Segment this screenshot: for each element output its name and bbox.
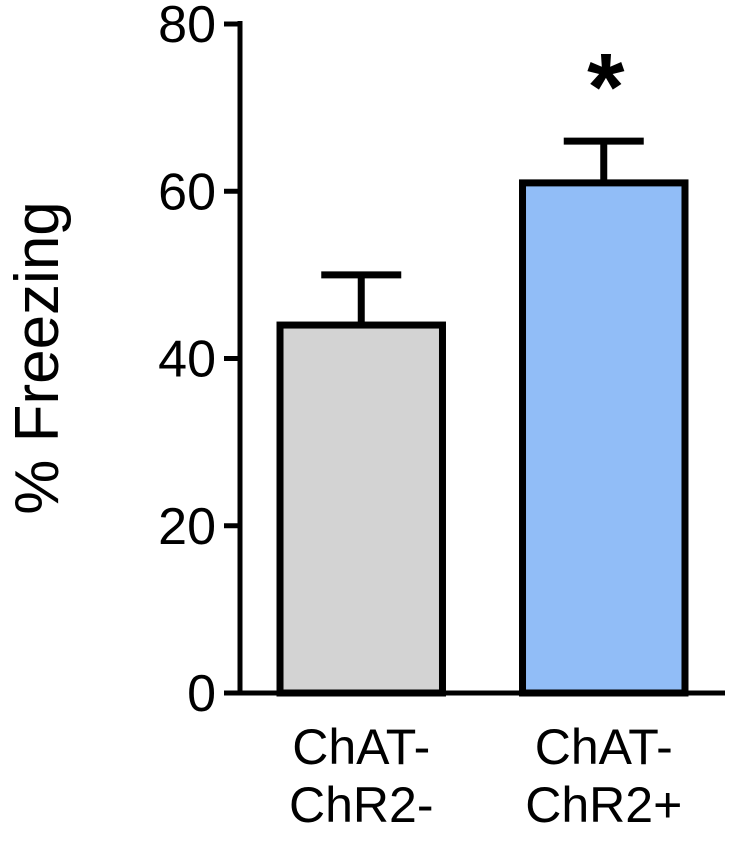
- bar: [519, 179, 689, 697]
- bar: [276, 321, 446, 697]
- y-tick-label: 80: [158, 0, 216, 54]
- y-tick-label: 0: [187, 665, 216, 723]
- y-tick-label: 20: [158, 498, 216, 556]
- y-axis-label: % Freezing: [3, 201, 72, 515]
- x-tick-label: ChAT-ChR2-: [289, 719, 434, 833]
- y-tick-label: 60: [158, 163, 216, 221]
- y-tick-label: 40: [158, 331, 216, 389]
- x-tick-label: ChAT-ChR2+: [525, 719, 683, 833]
- significance-marker: *: [587, 34, 625, 141]
